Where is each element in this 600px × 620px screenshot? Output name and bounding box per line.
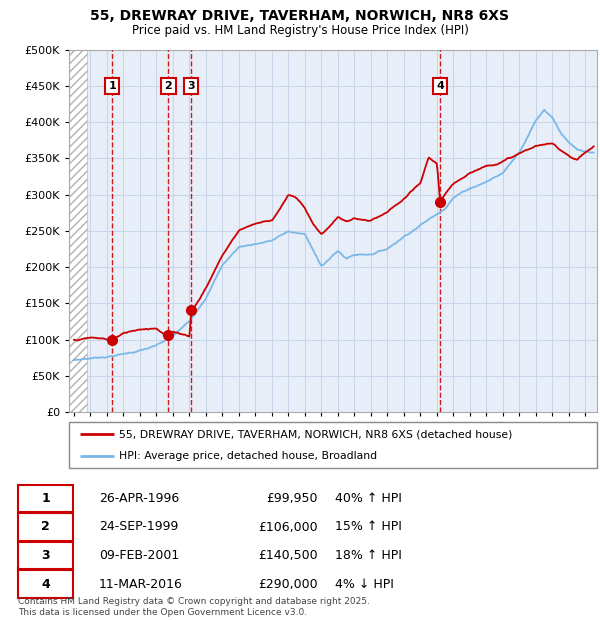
Text: 4: 4 — [41, 578, 50, 590]
Text: 40% ↑ HPI: 40% ↑ HPI — [335, 492, 401, 505]
Text: £140,500: £140,500 — [258, 549, 317, 562]
Text: £290,000: £290,000 — [258, 578, 317, 590]
Text: 3: 3 — [187, 81, 195, 91]
Text: Price paid vs. HM Land Registry's House Price Index (HPI): Price paid vs. HM Land Registry's House … — [131, 24, 469, 37]
Text: 3: 3 — [41, 549, 50, 562]
Text: 2: 2 — [41, 521, 50, 533]
Text: 18% ↑ HPI: 18% ↑ HPI — [335, 549, 401, 562]
Text: 4% ↓ HPI: 4% ↓ HPI — [335, 578, 394, 590]
Text: 26-APR-1996: 26-APR-1996 — [98, 492, 179, 505]
Text: 2: 2 — [164, 81, 172, 91]
Text: 09-FEB-2001: 09-FEB-2001 — [98, 549, 179, 562]
FancyBboxPatch shape — [18, 513, 73, 541]
Text: 4: 4 — [436, 81, 444, 91]
Text: 1: 1 — [109, 81, 116, 91]
Text: 55, DREWRAY DRIVE, TAVERHAM, NORWICH, NR8 6XS (detached house): 55, DREWRAY DRIVE, TAVERHAM, NORWICH, NR… — [119, 429, 512, 439]
Text: £99,950: £99,950 — [266, 492, 317, 505]
FancyBboxPatch shape — [18, 485, 73, 512]
FancyBboxPatch shape — [18, 542, 73, 569]
Text: £106,000: £106,000 — [258, 521, 317, 533]
Text: 15% ↑ HPI: 15% ↑ HPI — [335, 521, 401, 533]
Bar — [69, 50, 87, 412]
FancyBboxPatch shape — [18, 570, 73, 598]
Text: 55, DREWRAY DRIVE, TAVERHAM, NORWICH, NR8 6XS: 55, DREWRAY DRIVE, TAVERHAM, NORWICH, NR… — [91, 9, 509, 24]
Text: 11-MAR-2016: 11-MAR-2016 — [98, 578, 182, 590]
Text: 24-SEP-1999: 24-SEP-1999 — [98, 521, 178, 533]
Text: HPI: Average price, detached house, Broadland: HPI: Average price, detached house, Broa… — [119, 451, 377, 461]
Text: Contains HM Land Registry data © Crown copyright and database right 2025.
This d: Contains HM Land Registry data © Crown c… — [18, 598, 370, 617]
Text: 1: 1 — [41, 492, 50, 505]
